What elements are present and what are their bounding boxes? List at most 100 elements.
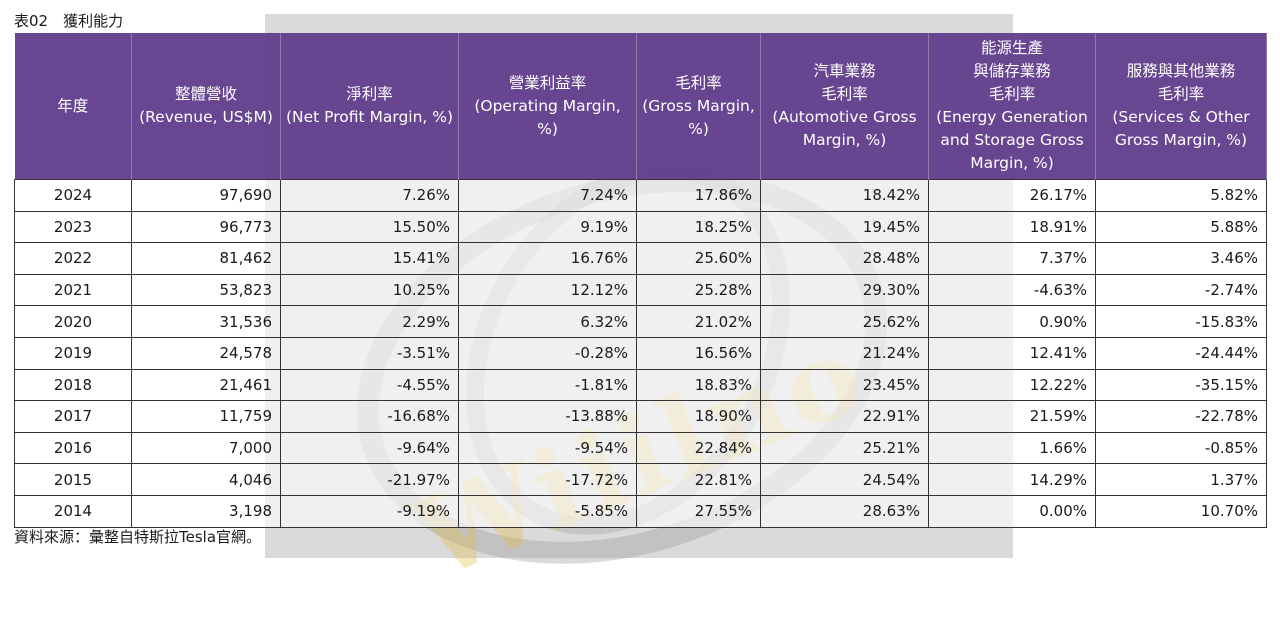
year-cell: 2021 [14, 273, 132, 307]
value-cell: 96,773 [131, 210, 281, 244]
table-header-row: 年度 整體營收 (Revenue, US$M) 淨利率 (Net Profit Marg… [14, 33, 1267, 180]
value-cell: -35.15% [1095, 368, 1267, 402]
value-cell: 27.55% [636, 494, 761, 528]
column-header-zh: 營業利益率 [508, 73, 587, 92]
column-header: 營業利益率 (Operating Margin, %) [458, 33, 637, 180]
value-cell: 9.19% [458, 210, 637, 244]
value-cell: 28.63% [760, 494, 929, 528]
value-cell: 10.25% [280, 273, 459, 307]
column-header-en: (Revenue, US$M) [139, 108, 273, 126]
value-cell: 26.17% [928, 179, 1096, 212]
value-cell: 12.22% [928, 368, 1096, 402]
value-cell: 97,690 [131, 179, 281, 212]
column-header-zh: 毛利率 [821, 85, 868, 103]
source-note: 資料來源：彙整自特斯拉Tesla官網。 [14, 528, 262, 546]
year-cell: 2019 [14, 336, 132, 370]
column-header: 服務與其他業務 毛利率 (Services & Other Gross Margin… [1095, 33, 1267, 180]
value-cell: 0.90% [928, 305, 1096, 338]
table-row: 2024 97,690 7.26% 7.24% 17.86% 18.42% 26.17% 5.… [14, 179, 1267, 212]
value-cell: 2.29% [280, 305, 459, 338]
value-cell: -13.88% [458, 400, 637, 433]
profitability-table: 年度 整體營收 (Revenue, US$M) 淨利率 (Net Profit Marg… [14, 33, 1267, 528]
column-header-en: (Operating Margin, %) [474, 96, 621, 138]
year-cell: 2024 [14, 179, 132, 212]
value-cell: -21.97% [280, 463, 459, 496]
value-cell: -22.78% [1095, 400, 1267, 433]
value-cell: 22.84% [636, 431, 761, 465]
value-cell: 18.25% [636, 210, 761, 244]
column-header-zh: 淨利率 [346, 85, 393, 103]
column-header-zh: 汽車業務 [813, 62, 876, 80]
value-cell: 29.30% [760, 273, 929, 307]
value-cell: 53,823 [131, 273, 281, 307]
value-cell: -15.83% [1095, 305, 1267, 338]
value-cell: -2.74% [1095, 273, 1267, 307]
value-cell: 16.56% [636, 336, 761, 370]
value-cell: 10.70% [1095, 494, 1267, 528]
value-cell: -17.72% [458, 463, 637, 496]
year-cell: 2015 [14, 463, 132, 496]
value-cell: 18.83% [636, 368, 761, 402]
column-header-zh: 整體營收 [174, 85, 237, 103]
year-cell: 2022 [14, 242, 132, 275]
value-cell: 5.82% [1095, 179, 1267, 212]
value-cell: 7.37% [928, 242, 1096, 275]
value-cell: 12.12% [458, 273, 637, 307]
value-cell: 28.48% [760, 242, 929, 275]
value-cell: 17.86% [636, 179, 761, 212]
table-row: 2014 3,198 -9.19% -5.85% 27.55% 28.63% 0.00% 10… [14, 494, 1267, 528]
value-cell: 4,046 [131, 463, 281, 496]
column-header-en: (Automotive Gross Margin, %) [772, 108, 917, 149]
value-cell: 18.42% [760, 179, 929, 212]
value-cell: 24,578 [131, 336, 281, 370]
column-header-zh: 服務與其他業務 [1126, 62, 1236, 80]
value-cell: 7,000 [131, 431, 281, 465]
column-header-en: (Energy Generation and Storage Gross Mar… [936, 108, 1088, 172]
value-cell: 6.32% [458, 305, 637, 338]
value-cell: 21.02% [636, 305, 761, 338]
table-row: 2021 53,823 10.25% 12.12% 25.28% 29.30% -4.63%… [14, 273, 1267, 307]
value-cell: -9.64% [280, 431, 459, 465]
value-cell: -4.63% [928, 273, 1096, 307]
column-header-zh: 能源生產 [980, 39, 1043, 57]
year-cell: 2023 [14, 210, 132, 244]
column-header-en: (Net Profit Margin, %) [285, 108, 454, 126]
table-body: 2024 97,690 7.26% 7.24% 17.86% 18.42% 26.17% 5.… [14, 179, 1267, 528]
value-cell: 15.41% [280, 242, 459, 275]
value-cell: -16.68% [280, 400, 459, 433]
column-header-en: (Services & Other Gross Margin, %) [1112, 108, 1250, 149]
year-cell: 2016 [14, 431, 132, 465]
value-cell: 25.21% [760, 431, 929, 465]
table-row: 2022 81,462 15.41% 16.76% 25.60% 28.48% 7.37% 3… [14, 242, 1267, 275]
column-header: 毛利率 (Gross Margin, %) [636, 33, 761, 180]
year-cell: 2018 [14, 368, 132, 402]
value-cell: 25.28% [636, 273, 761, 307]
table-row: 2018 21,461 -4.55% -1.81% 18.83% 23.45% 12.22%… [14, 368, 1267, 402]
value-cell: -1.81% [458, 368, 637, 402]
table-row: 2017 11,759 -16.68% -13.88% 18.90% 22.91% 21.5… [14, 400, 1267, 433]
value-cell: 21.24% [760, 336, 929, 370]
value-cell: 3.46% [1095, 242, 1267, 275]
value-cell: 3,198 [131, 494, 281, 528]
value-cell: -0.28% [458, 336, 637, 370]
table-caption: 表02 獲利能力 [14, 12, 124, 30]
column-header: 汽車業務毛利率 (Automotive Gross Margin, %) [760, 33, 929, 180]
value-cell: 21,461 [131, 368, 281, 402]
column-header: 能源生產 與儲存業務 毛利率 (Energy Generation and Stora… [928, 33, 1096, 180]
value-cell: 31,536 [131, 305, 281, 338]
column-header-zh: 毛利率 [675, 73, 722, 92]
value-cell: 23.45% [760, 368, 929, 402]
value-cell: 24.54% [760, 463, 929, 496]
value-cell: 7.26% [280, 179, 459, 212]
table-row: 2015 4,046 -21.97% -17.72% 22.81% 24.54% 14.29… [14, 463, 1267, 496]
value-cell: 18.90% [636, 400, 761, 433]
year-cell: 2017 [14, 400, 132, 433]
value-cell: -5.85% [458, 494, 637, 528]
value-cell: 21.59% [928, 400, 1096, 433]
year-cell: 2014 [14, 494, 132, 528]
value-cell: -4.55% [280, 368, 459, 402]
value-cell: 19.45% [760, 210, 929, 244]
value-cell: -3.51% [280, 336, 459, 370]
column-header-zh: 與儲存業務 [973, 62, 1051, 80]
value-cell: -9.54% [458, 431, 637, 465]
